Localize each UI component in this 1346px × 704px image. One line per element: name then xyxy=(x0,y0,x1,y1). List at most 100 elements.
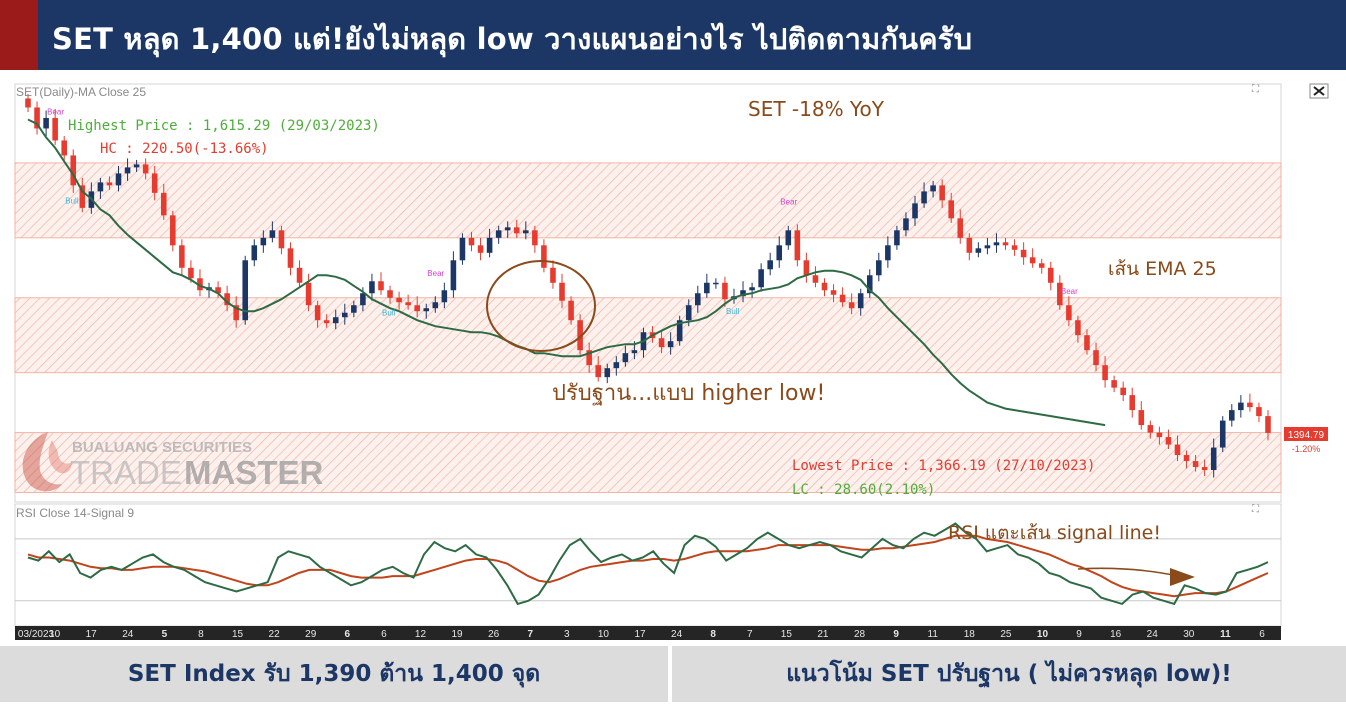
candle xyxy=(414,296,420,318)
last-price-tag: 1394.79 -1.20% xyxy=(1284,427,1328,454)
date-tick-label: 9 xyxy=(1076,629,1082,640)
rsi-panel: RSI Close 14-Signal 9 RSI แตะเส้น signal… xyxy=(14,503,1282,627)
candle xyxy=(1210,438,1217,478)
lc-label: LC : 28.60(2.10%) xyxy=(792,482,935,498)
candle xyxy=(477,237,484,261)
candle xyxy=(314,300,321,328)
candle xyxy=(1219,416,1226,453)
date-tick-label: 30 xyxy=(1183,629,1195,640)
bull-signal-label: Bull xyxy=(382,309,396,318)
bualuang-logo-icon xyxy=(22,432,72,492)
bear-signal-label: Bear xyxy=(1061,287,1078,296)
title-accent xyxy=(0,0,38,70)
candle xyxy=(1147,420,1154,439)
ema-line xyxy=(27,118,1106,427)
date-tick-label: 12 xyxy=(415,629,427,640)
candle xyxy=(803,252,810,283)
candle xyxy=(1238,395,1244,418)
date-tick-label: 18 xyxy=(964,629,976,640)
candle xyxy=(287,242,294,276)
candle xyxy=(1011,239,1018,256)
candle xyxy=(722,276,728,307)
candle xyxy=(767,252,773,276)
candle xyxy=(405,294,411,310)
candle xyxy=(1047,261,1054,291)
candle xyxy=(1002,237,1009,250)
candle xyxy=(1183,450,1190,469)
watermark-trade: TRADE xyxy=(70,454,182,491)
candle xyxy=(142,158,149,180)
candle xyxy=(323,314,330,328)
candle xyxy=(930,180,936,198)
candle xyxy=(839,287,846,307)
date-tick-label: 29 xyxy=(305,629,317,640)
candle xyxy=(233,296,239,328)
candle xyxy=(1174,435,1181,462)
candle xyxy=(1111,375,1117,393)
candle xyxy=(1038,258,1045,274)
date-tick-label: 26 xyxy=(488,629,500,640)
candle xyxy=(1020,242,1027,265)
date-tick-label: 16 xyxy=(1110,629,1122,640)
watermark-line1: BUALUANG SECURITIES xyxy=(72,439,252,456)
candle xyxy=(468,231,475,252)
candle xyxy=(79,177,86,213)
set-chart: BUALUANG SECURITIES TRADE MASTER Bear Bul… xyxy=(14,83,1329,640)
date-tick-label: 3 xyxy=(564,629,570,640)
rsi-panel-header: RSI Close 14-Signal 9 xyxy=(16,506,134,520)
chart-area: BUALUANG SECURITIES TRADE MASTER Bear Bul… xyxy=(0,80,1346,640)
rsi-expand-icon[interactable]: ⛶ xyxy=(1251,504,1260,515)
date-tick-label: 25 xyxy=(1000,629,1012,640)
candle xyxy=(740,281,746,303)
candle xyxy=(423,303,430,319)
candle xyxy=(1192,455,1199,472)
candle xyxy=(1084,329,1090,355)
date-tick-label: 15 xyxy=(781,629,793,640)
candle xyxy=(269,221,276,243)
lowest-price-label: Lowest Price : 1,366.19 (27/10/2023) xyxy=(792,458,1095,474)
candle xyxy=(432,296,439,313)
date-tick-label: 24 xyxy=(671,629,683,640)
candle xyxy=(106,176,113,190)
candle xyxy=(197,269,203,297)
candle xyxy=(667,332,674,355)
date-tick-label: 11 xyxy=(928,629,939,640)
expand-icon[interactable]: ⛶ xyxy=(1251,84,1260,95)
candle xyxy=(25,93,31,112)
bull-signal-label: Bull xyxy=(65,196,79,205)
candle xyxy=(1075,315,1081,343)
candle xyxy=(1138,401,1145,430)
hatched-zone-1 xyxy=(14,162,1282,239)
candle xyxy=(369,273,375,301)
highest-price-label: Highest Price : 1,615.29 (29/03/2023) xyxy=(68,118,380,134)
candle xyxy=(215,281,221,298)
footer-trend: แนวโน้ม SET ปรับฐาน ( ไม่ควรหลุด low)! xyxy=(672,646,1346,702)
signal-line xyxy=(27,534,1269,598)
candle xyxy=(830,284,837,303)
candle xyxy=(179,239,185,276)
candle xyxy=(133,159,140,172)
candle xyxy=(758,263,764,292)
close-icon[interactable] xyxy=(1309,83,1329,99)
candle xyxy=(342,303,348,325)
candle xyxy=(486,228,493,258)
hc-label: HC : 220.50(-13.66%) xyxy=(100,141,269,157)
candle xyxy=(70,149,77,193)
bull-signal-label: Bull xyxy=(726,307,740,316)
candle xyxy=(812,266,819,288)
candle xyxy=(1256,402,1262,423)
candle xyxy=(504,221,511,238)
candle xyxy=(957,209,964,244)
candle xyxy=(921,182,927,208)
hatched-zone-3 xyxy=(14,432,1282,494)
candle xyxy=(604,363,611,384)
candle xyxy=(97,177,104,199)
date-tick-label: 17 xyxy=(86,629,98,640)
watermark-master: MASTER xyxy=(184,454,324,491)
date-tick-label: 17 xyxy=(634,629,646,640)
date-tick-label: 03/2023 xyxy=(18,629,55,640)
candle xyxy=(523,221,529,240)
candle xyxy=(459,233,466,265)
higher-low-annotation: ปรับฐาน...แบบ higher low! xyxy=(552,381,825,406)
candle xyxy=(903,212,909,237)
